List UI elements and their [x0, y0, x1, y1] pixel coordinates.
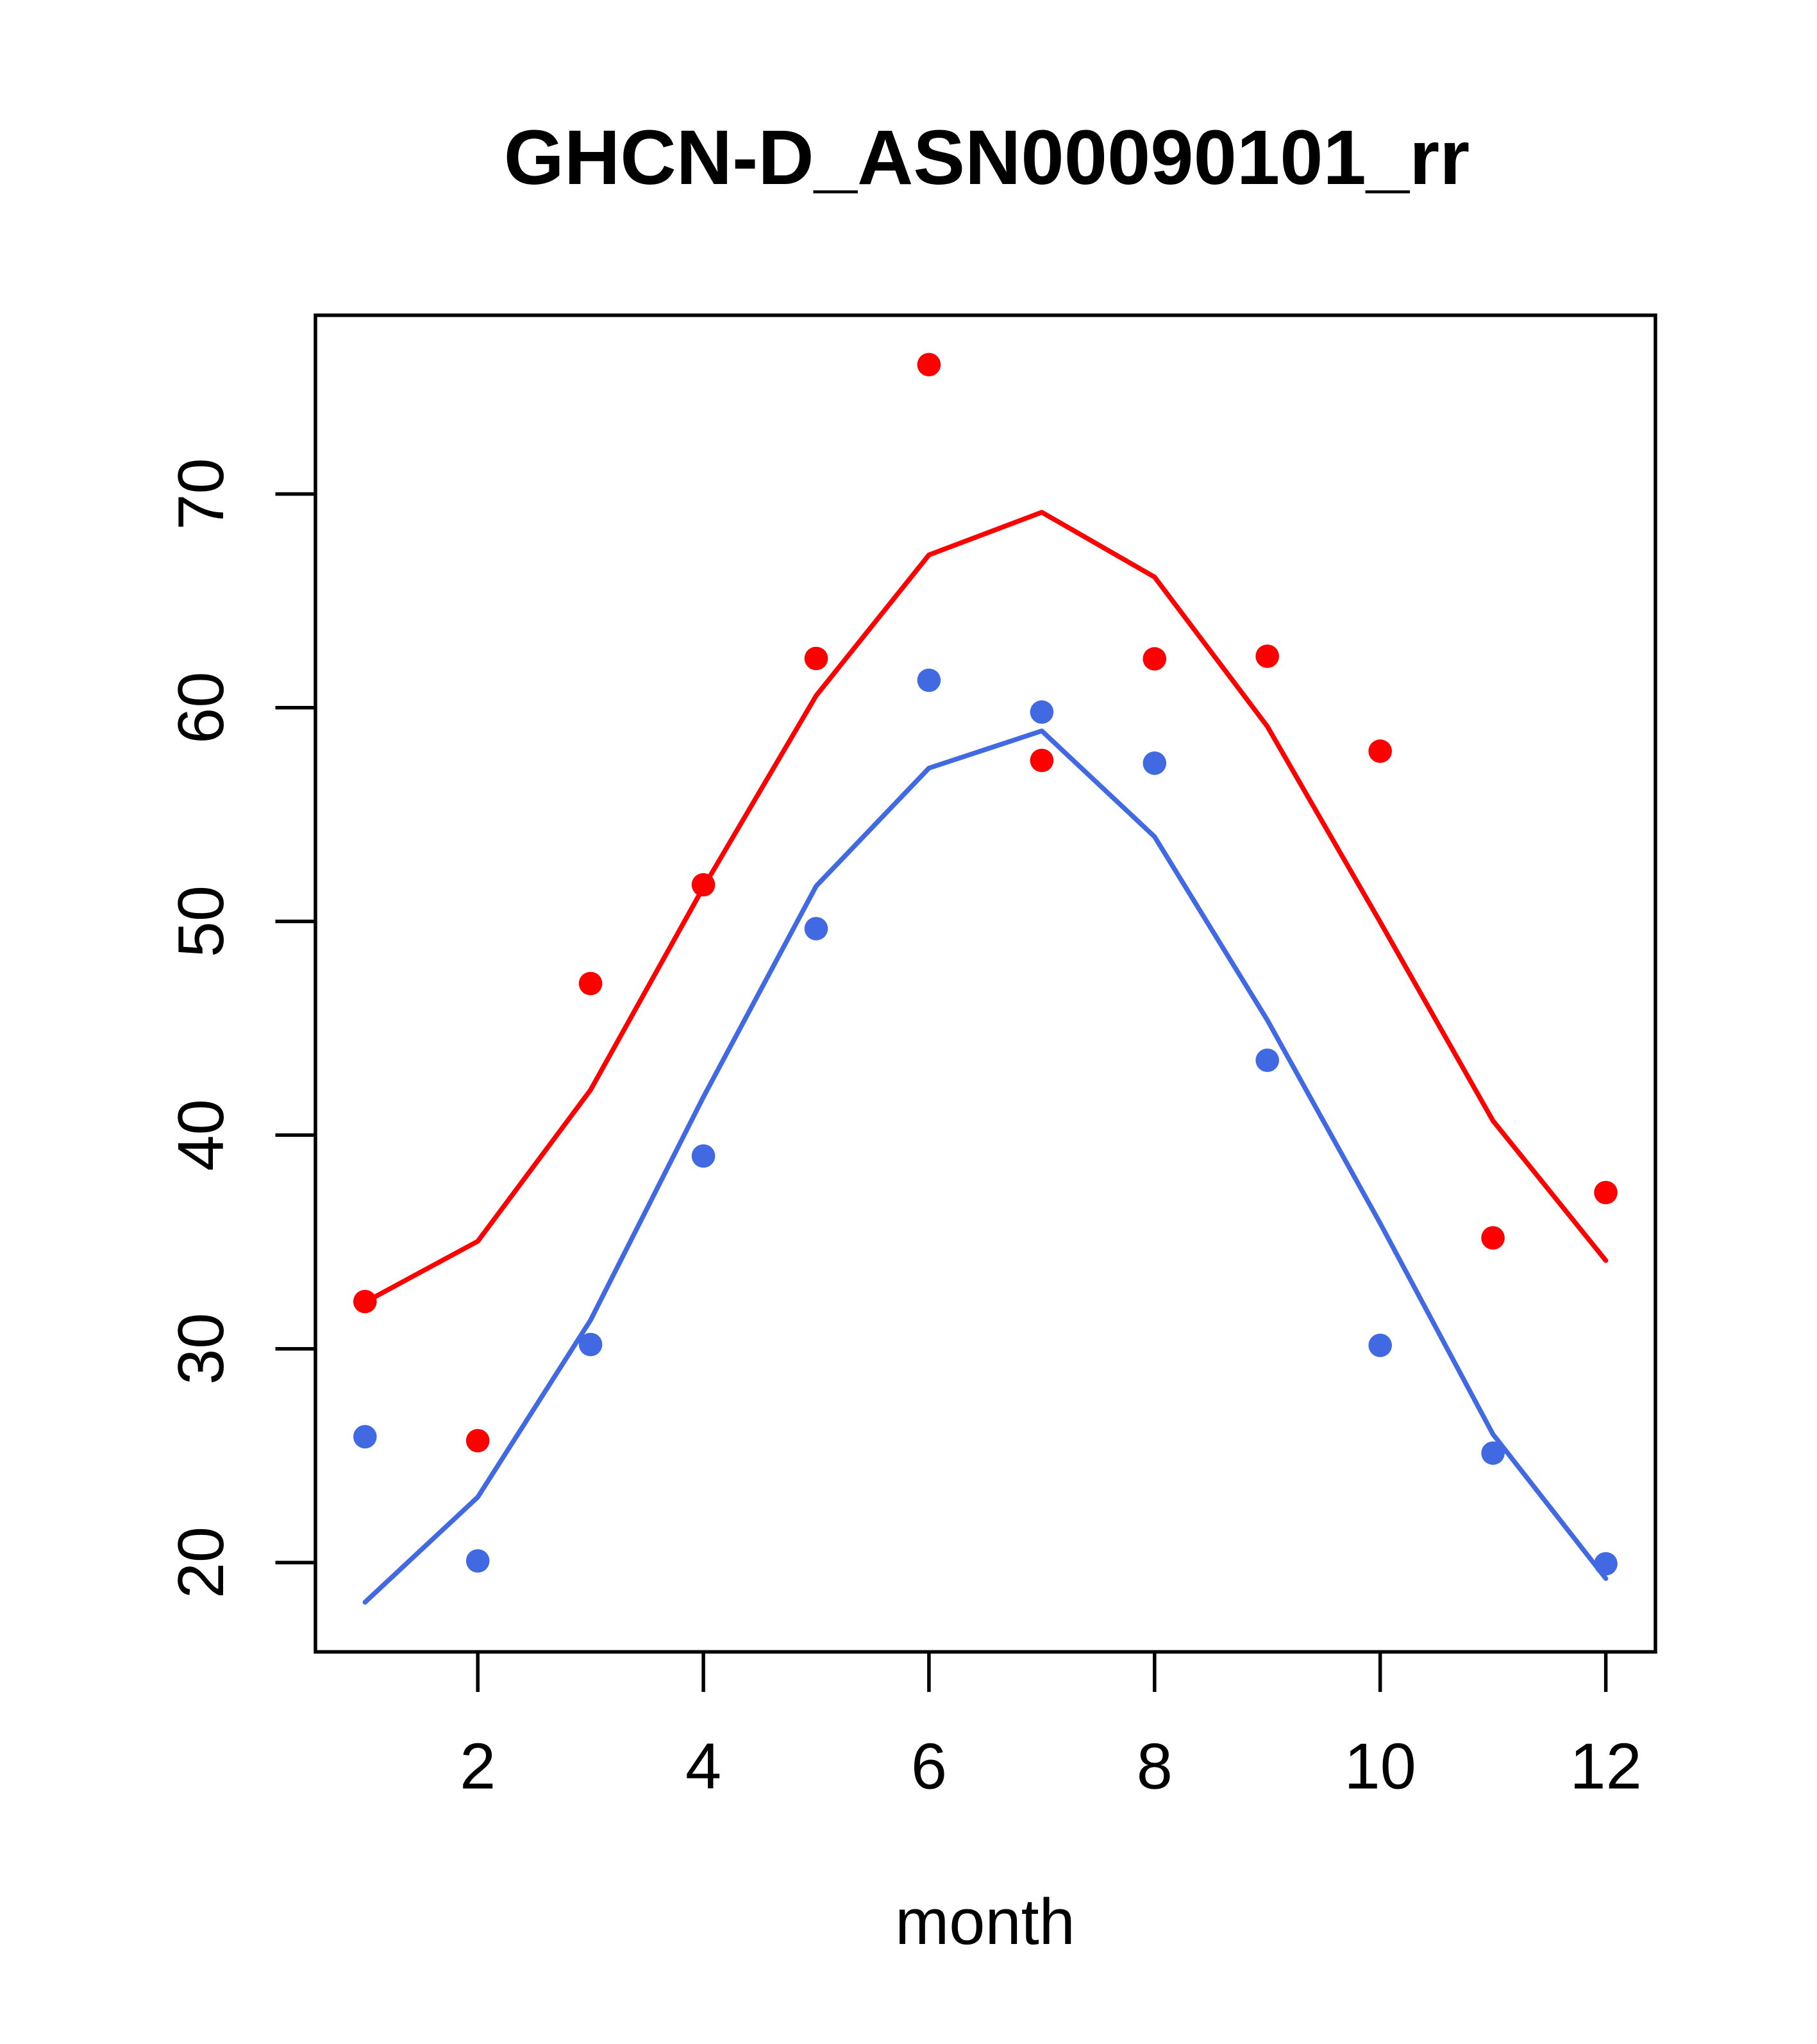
- svg-text:50: 50: [165, 885, 237, 957]
- svg-text:GHCN-D_ASN00090101_rr: GHCN-D_ASN00090101_rr: [504, 113, 1470, 201]
- svg-text:4: 4: [685, 1731, 721, 1803]
- svg-text:10: 10: [1344, 1731, 1416, 1803]
- svg-text:8: 8: [1137, 1731, 1173, 1803]
- svg-text:30: 30: [165, 1313, 237, 1385]
- svg-text:12: 12: [1570, 1731, 1641, 1803]
- svg-text:2: 2: [460, 1731, 496, 1803]
- svg-text:40: 40: [165, 1099, 237, 1171]
- svg-text:70: 70: [165, 458, 237, 530]
- svg-text:6: 6: [911, 1731, 947, 1803]
- svg-text:20: 20: [165, 1527, 237, 1598]
- svg-text:60: 60: [165, 672, 237, 744]
- svg-text:month: month: [895, 1886, 1075, 1958]
